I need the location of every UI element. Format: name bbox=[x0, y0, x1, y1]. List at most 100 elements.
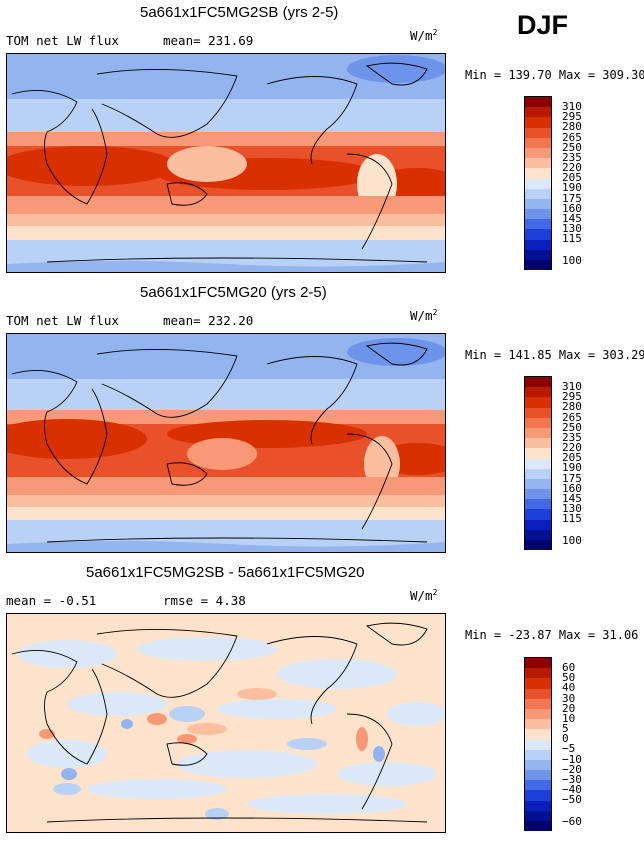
colorbar-swatch bbox=[525, 158, 551, 169]
colorbar-tick-label: 190 bbox=[562, 181, 582, 194]
colorbar-tick-label: 295 bbox=[562, 110, 582, 123]
colorbar-tick-label: 265 bbox=[562, 131, 582, 144]
colorbar-swatch bbox=[525, 147, 551, 159]
colorbar-swatch bbox=[525, 770, 551, 781]
panel3-colorbar bbox=[524, 657, 552, 832]
colorbar-tick-label: −5 bbox=[562, 742, 576, 755]
colorbar-tick-label: 130 bbox=[562, 502, 582, 515]
colorbar-swatch bbox=[525, 97, 551, 108]
colorbar-tick-label: 0 bbox=[562, 732, 569, 745]
colorbar-tick-label: 145 bbox=[562, 492, 582, 505]
colorbar-tick-label: 220 bbox=[562, 161, 582, 174]
colorbar-swatch bbox=[525, 678, 551, 689]
colorbar-swatch bbox=[525, 739, 551, 750]
colorbar-swatch bbox=[525, 198, 551, 210]
colorbar-swatch bbox=[525, 719, 551, 730]
panel3-units: W/m2 bbox=[410, 588, 438, 604]
colorbar-swatch bbox=[525, 489, 551, 500]
colorbar-swatch bbox=[525, 540, 551, 551]
colorbar-swatch bbox=[525, 708, 551, 720]
panel2-variable-label: TOM net LW flux bbox=[6, 313, 119, 328]
season-label: DJF bbox=[517, 10, 569, 40]
colorbar-swatch bbox=[525, 668, 551, 679]
colorbar-tick-label: 190 bbox=[562, 461, 582, 474]
colorbar-tick-label: −50 bbox=[562, 793, 582, 806]
colorbar-tick-label: 280 bbox=[562, 400, 582, 413]
colorbar-swatch bbox=[525, 821, 551, 832]
colorbar-tick-label: 145 bbox=[562, 212, 582, 225]
panel2-mean: mean= 232.20 bbox=[163, 313, 254, 328]
colorbar-swatch bbox=[525, 137, 551, 148]
panel2-units: W/m2 bbox=[410, 308, 438, 324]
colorbar-swatch bbox=[525, 188, 551, 199]
colorbar-swatch bbox=[525, 759, 551, 771]
colorbar-swatch bbox=[525, 468, 551, 479]
panel3-rmse: rmse = 4.38 bbox=[163, 593, 246, 608]
panel2-title: 5a661x1FC5MG20 (yrs 2-5) bbox=[140, 284, 327, 301]
colorbar-tick-label: −10 bbox=[562, 753, 582, 766]
panel1-variable-label: TOM net LW flux bbox=[6, 33, 119, 48]
colorbar-swatch bbox=[525, 387, 551, 398]
colorbar-tick-label: −30 bbox=[562, 773, 582, 786]
colorbar-swatch bbox=[525, 800, 551, 811]
panel3-mean: mean = -0.51 bbox=[6, 593, 97, 608]
colorbar-tick-label: −60 bbox=[562, 815, 582, 828]
panel1-mean: mean= 231.69 bbox=[163, 33, 254, 48]
panel1-title: 5a661x1FC5MG2SB (yrs 2-5) bbox=[140, 4, 339, 21]
colorbar-swatch bbox=[525, 698, 551, 709]
colorbar-swatch bbox=[525, 478, 551, 490]
colorbar-swatch bbox=[525, 229, 551, 240]
panel1-units: W/m2 bbox=[410, 28, 438, 44]
colorbar-tick-label: 115 bbox=[562, 232, 582, 245]
panel1-map bbox=[6, 53, 446, 273]
panel3-map bbox=[6, 613, 446, 833]
colorbar-swatch bbox=[525, 519, 551, 530]
colorbar-swatch bbox=[525, 407, 551, 418]
colorbar-tick-label: −20 bbox=[562, 763, 582, 776]
colorbar-tick-label: 280 bbox=[562, 120, 582, 133]
colorbar-tick-label: 205 bbox=[562, 451, 582, 464]
colorbar-tick-label: 115 bbox=[562, 512, 582, 525]
colorbar-swatch bbox=[525, 209, 551, 220]
colorbar-swatch bbox=[525, 239, 551, 250]
colorbar-swatch bbox=[525, 529, 551, 540]
colorbar-tick-label: 40 bbox=[562, 681, 576, 694]
colorbar-swatch bbox=[525, 790, 551, 801]
colorbar-swatch bbox=[525, 688, 551, 699]
panel3-minmax: Min = -23.87 Max = 31.06 bbox=[465, 628, 639, 642]
panel2-map bbox=[6, 333, 446, 553]
colorbar-swatch bbox=[525, 458, 551, 469]
colorbar-tick-label: 60 bbox=[562, 661, 576, 674]
colorbar-swatch bbox=[525, 427, 551, 439]
panel1-colorbar bbox=[524, 96, 552, 271]
colorbar-swatch bbox=[525, 417, 551, 428]
colorbar-tick-label: 160 bbox=[562, 482, 582, 495]
colorbar-swatch bbox=[525, 749, 551, 760]
colorbar-swatch bbox=[525, 127, 551, 138]
colorbar-swatch bbox=[525, 219, 551, 230]
colorbar-tick-label: 235 bbox=[562, 151, 582, 164]
panel1-minmax: Min = 139.70 Max = 309.30 bbox=[465, 68, 644, 82]
colorbar-tick-label: 160 bbox=[562, 202, 582, 215]
colorbar-swatch bbox=[525, 107, 551, 118]
colorbar-tick-label: 250 bbox=[562, 421, 582, 434]
colorbar-tick-label: 295 bbox=[562, 390, 582, 403]
colorbar-tick-label: 175 bbox=[562, 192, 582, 205]
colorbar-swatch bbox=[525, 780, 551, 791]
colorbar-tick-label: 100 bbox=[562, 254, 582, 267]
colorbar-swatch bbox=[525, 729, 551, 740]
colorbar-tick-label: 100 bbox=[562, 534, 582, 547]
colorbar-swatch bbox=[525, 260, 551, 271]
colorbar-tick-label: 175 bbox=[562, 472, 582, 485]
colorbar-tick-label: 30 bbox=[562, 692, 576, 705]
colorbar-tick-label: 310 bbox=[562, 100, 582, 113]
colorbar-tick-label: 130 bbox=[562, 222, 582, 235]
colorbar-tick-label: 220 bbox=[562, 441, 582, 454]
panel3-title: 5a661x1FC5MG2SB - 5a661x1FC5MG20 bbox=[86, 564, 365, 581]
colorbar-swatch bbox=[525, 810, 551, 821]
colorbar-tick-label: 250 bbox=[562, 141, 582, 154]
colorbar-swatch bbox=[525, 438, 551, 449]
colorbar-swatch bbox=[525, 509, 551, 520]
panel2-colorbar bbox=[524, 376, 552, 551]
colorbar-tick-label: 205 bbox=[562, 171, 582, 184]
